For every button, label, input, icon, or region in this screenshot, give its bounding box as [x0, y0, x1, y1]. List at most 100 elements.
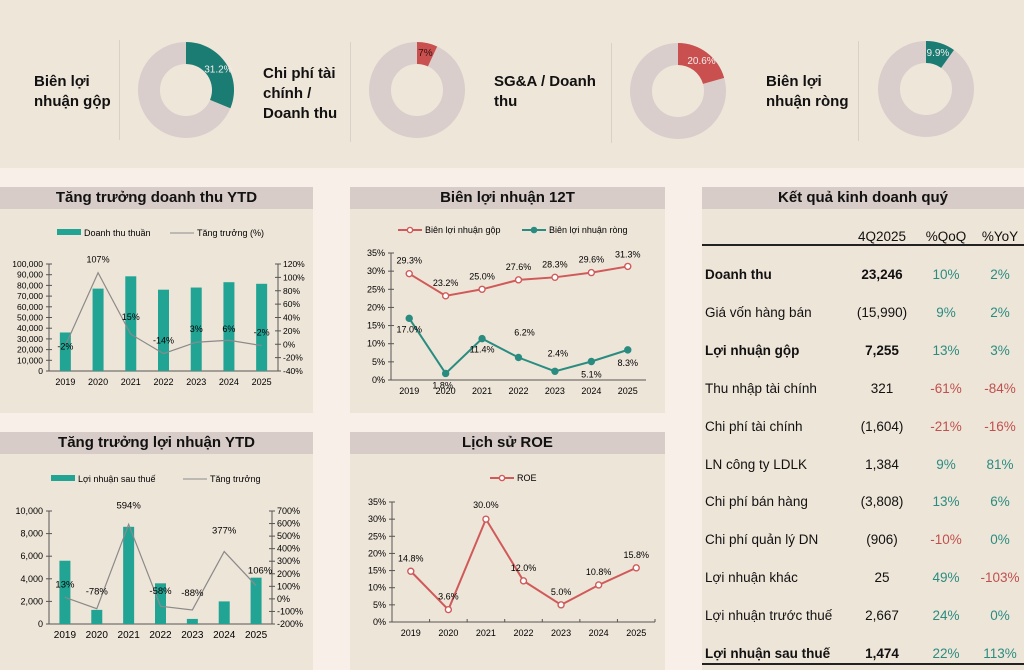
header-yoy: %YoY	[981, 229, 1019, 244]
x-tick-label: 2019	[399, 386, 419, 396]
profit-growth-chart: Lợi nhuận sau thuế Tăng trưởng 0 2,000 4,000…	[15, 474, 303, 641]
donut-slice	[926, 41, 954, 68]
data-label: -78%	[86, 587, 109, 598]
data-point	[624, 346, 632, 354]
row-value: 2,667	[865, 608, 899, 624]
row-qoq: 9%	[936, 304, 956, 320]
data-label: 12.0%	[511, 563, 537, 573]
y-tick-label: 10%	[368, 583, 386, 593]
data-label: 3%	[190, 324, 203, 334]
bar	[92, 288, 104, 371]
row-yoy: -84%	[984, 380, 1016, 396]
chart-title: Tăng trưởng doanh thu YTD	[0, 187, 313, 209]
data-label: -2%	[57, 342, 73, 352]
kpi-label-gross-margin: Biên lợi nhuận gộp	[34, 73, 111, 110]
donut-value-label: 31.2%	[204, 64, 232, 75]
y-tick-label: 10,000	[17, 355, 43, 365]
y-tick-label: 15%	[368, 566, 386, 576]
row-yoy: -103%	[980, 570, 1020, 586]
y-tick-label: 0%	[372, 375, 385, 385]
table-row: Doanh thu 23,246 10% 2%	[702, 264, 1024, 286]
y-tick-label: 4,000	[20, 574, 43, 584]
y2-tick-label: 700%	[277, 506, 300, 516]
kpi-label-net-margin: Biên lợi nhuận ròng	[766, 73, 849, 110]
table-row: Lợi nhuận trước thuế 2,667 24% 0%	[702, 605, 1024, 627]
x-tick-label: 2021	[118, 630, 141, 641]
row-label: Doanh thu	[705, 267, 772, 282]
data-point	[514, 353, 523, 362]
row-label: Chi phí bán hàng	[705, 494, 808, 510]
x-tick-label: 2022	[513, 628, 533, 638]
y-tick-label: 30%	[368, 514, 386, 524]
data-label: 6%	[222, 324, 235, 334]
row-yoy: 6%	[990, 494, 1010, 510]
legend-label: Doanh thu thuần	[84, 228, 151, 238]
x-tick-label: 2020	[86, 630, 109, 641]
data-point	[514, 276, 523, 284]
y-tick-label: 5%	[373, 600, 386, 610]
data-label: 17.0%	[396, 324, 422, 334]
row-qoq: 13%	[932, 494, 960, 510]
row-value: (3,808)	[860, 494, 904, 510]
bar	[223, 282, 235, 371]
x-tick-label: 2025	[618, 386, 638, 396]
data-label: 8.3%	[618, 358, 639, 368]
row-qoq: 9%	[936, 456, 956, 472]
data-label: 27.6%	[506, 262, 532, 272]
data-label: 28.3%	[542, 259, 568, 269]
y-tick-label: 35%	[368, 497, 386, 507]
divider	[611, 43, 612, 143]
donut-ring	[369, 42, 465, 138]
x-tick-label: 2019	[401, 628, 421, 638]
x-tick-label: 2020	[436, 386, 456, 396]
y-tick-label: 50,000	[17, 313, 43, 323]
data-label: 14.8%	[398, 553, 424, 563]
row-value: (1,604)	[860, 418, 904, 434]
panel-revenue-growth: Tăng trưởng doanh thu YTD Doanh thu thuầ…	[0, 187, 313, 413]
donut-net-margin: 9.9%	[878, 41, 974, 137]
chart-title: Biên lợi nhuận 12T	[350, 187, 665, 209]
row-yoy: -16%	[984, 418, 1016, 434]
row-label: LN công ty LDLK	[705, 456, 808, 472]
row-yoy: 2%	[990, 304, 1010, 320]
growth-line	[64, 271, 262, 355]
y-tick-label: 25%	[367, 284, 385, 294]
panel-profit-growth: Tăng trưởng lợi nhuận YTD Lợi nhuận sau …	[0, 432, 313, 670]
x-tick-label: 2022	[149, 630, 172, 641]
row-value: 321	[870, 380, 894, 396]
legend-label: Biên lợi nhuận gộp	[425, 225, 500, 235]
data-label: 15%	[122, 312, 140, 322]
panel-roe-history: Lịch sử ROE 0% 5% 10% 15% 20% 25% 30% 35% 2019 20…	[350, 432, 665, 670]
data-point	[632, 564, 640, 572]
legend-swatch-bar	[51, 475, 75, 481]
row-label: Lợi nhuận sau thuế	[705, 646, 831, 661]
row-label: Chi phí quản lý DN	[705, 532, 819, 548]
data-point	[551, 273, 559, 282]
y2-tick-label: -200%	[277, 619, 303, 629]
y2-tick-label: -40%	[283, 366, 303, 376]
x-tick-label: 2020	[438, 628, 458, 638]
data-label: 23.2%	[433, 278, 459, 288]
row-value: 1,474	[865, 646, 899, 661]
y2-tick-label: 300%	[277, 556, 300, 566]
data-label: -2%	[254, 328, 270, 338]
table-row: LN công ty LDLK 1,384 9% 81%	[702, 454, 1024, 476]
y-tick-label: 60,000	[17, 302, 43, 312]
y-tick-label: 10,000	[15, 506, 43, 516]
legend-swatch-bar	[57, 229, 81, 235]
x-tick-label: 2024	[589, 628, 609, 638]
x-tick-label: 2023	[545, 386, 565, 396]
data-point	[441, 369, 450, 378]
y2-tick-label: 100%	[283, 272, 305, 282]
row-yoy: 0%	[990, 532, 1010, 548]
divider	[858, 41, 859, 141]
header-quarter: 4Q2025	[857, 229, 907, 244]
y2-tick-label: 0%	[283, 339, 296, 349]
y-tick-label: 40,000	[17, 323, 43, 333]
data-label: -14%	[153, 336, 174, 346]
row-label: Lợi nhuận gộp	[705, 342, 800, 358]
x-tick-label: 2021	[121, 377, 141, 387]
row-value: 1,384	[865, 456, 899, 472]
table-row: Lợi nhuận khác 25 49% -103%	[702, 567, 1024, 589]
y2-tick-label: 600%	[277, 519, 300, 529]
